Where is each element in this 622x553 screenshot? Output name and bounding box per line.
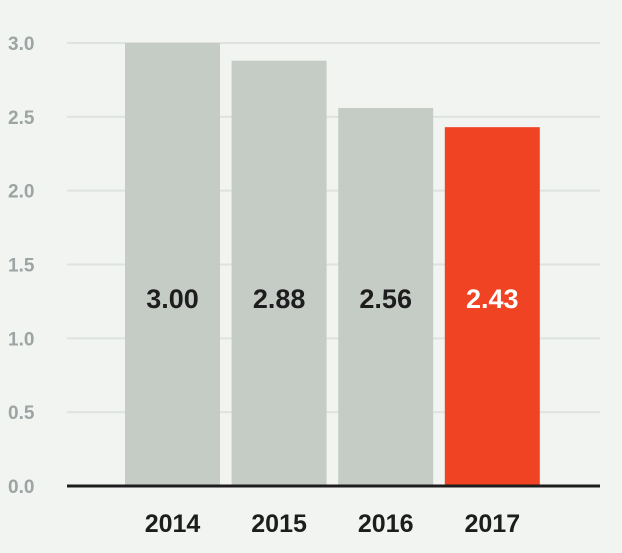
y-tick-label: 0.0 [8,477,34,498]
x-category-label: 2015 [251,510,307,538]
x-category-label: 2017 [464,510,520,538]
value-label-2014: 3.00 [146,284,199,314]
x-category-label: 2014 [145,510,201,538]
bars [125,43,540,487]
bar-2017 [444,127,540,487]
x-axis-category-labels: 2014 2015 2016 2017 [145,510,520,538]
bar-2016 [338,107,434,487]
value-label-2016: 2.56 [359,284,412,314]
y-axis-ticks: 0.0 0.5 1.0 1.5 2.0 2.5 3.0 [8,34,35,498]
bar-2014 [125,43,220,486]
y-tick-label: 3.0 [8,34,34,55]
value-label-2015: 2.88 [253,284,306,314]
value-label-2017: 2.43 [466,284,519,314]
y-tick-label: 2.0 [8,182,34,203]
y-tick-label: 0.5 [8,403,35,424]
value-labels: 3.00 2.88 2.56 2.43 [146,284,518,314]
y-tick-label: 1.5 [8,256,35,277]
y-tick-label: 1.0 [8,329,34,350]
y-tick-label: 2.5 [8,108,35,129]
bar-2015 [231,60,327,486]
x-category-label: 2016 [358,510,414,538]
